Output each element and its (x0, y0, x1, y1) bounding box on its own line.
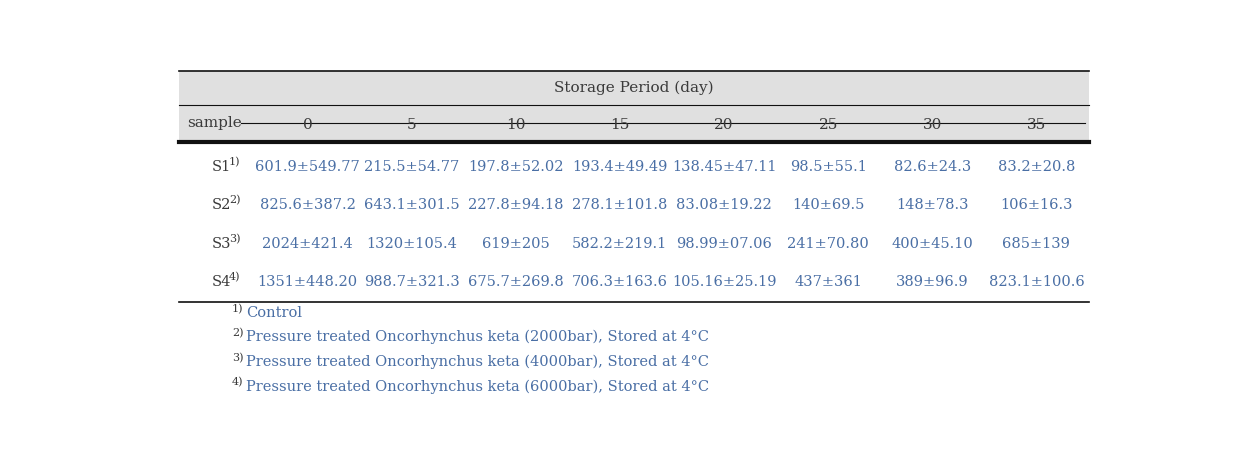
Text: 106±16.3: 106±16.3 (1001, 199, 1072, 212)
Text: 138.45±47.11: 138.45±47.11 (672, 160, 777, 174)
Text: 825.6±387.2: 825.6±387.2 (260, 199, 355, 212)
Text: 706.3±163.6: 706.3±163.6 (571, 275, 668, 290)
Text: S1: S1 (212, 160, 231, 174)
Text: 227.8±94.18: 227.8±94.18 (468, 199, 564, 212)
Bar (179, 71, 1089, 142)
Text: S2: S2 (212, 199, 231, 212)
Text: 98.5±55.1: 98.5±55.1 (789, 160, 867, 174)
Text: 83.08±19.22: 83.08±19.22 (677, 199, 772, 212)
Text: 30: 30 (923, 118, 943, 132)
Text: 15: 15 (610, 118, 630, 132)
Text: 82.6±24.3: 82.6±24.3 (893, 160, 971, 174)
Text: sample: sample (187, 116, 242, 130)
Text: Control: Control (246, 306, 302, 319)
Text: 148±78.3: 148±78.3 (896, 199, 969, 212)
Text: S4: S4 (212, 275, 231, 290)
Text: 389±96.9: 389±96.9 (896, 275, 969, 290)
Text: 437±361: 437±361 (794, 275, 862, 290)
Text: 601.9±549.77: 601.9±549.77 (255, 160, 360, 174)
Text: 140±69.5: 140±69.5 (792, 199, 865, 212)
Text: 25: 25 (819, 118, 837, 132)
Text: 1): 1) (233, 303, 244, 314)
Text: 193.4±49.49: 193.4±49.49 (573, 160, 668, 174)
Text: 582.2±219.1: 582.2±219.1 (573, 237, 668, 251)
Text: 988.7±321.3: 988.7±321.3 (364, 275, 459, 290)
Text: 105.16±25.19: 105.16±25.19 (672, 275, 777, 290)
Text: S3: S3 (212, 237, 231, 251)
Text: 2): 2) (229, 195, 240, 205)
Text: 2): 2) (233, 328, 244, 338)
Text: 0: 0 (303, 118, 312, 132)
Text: 83.2±20.8: 83.2±20.8 (998, 160, 1075, 174)
Text: 823.1±100.6: 823.1±100.6 (988, 275, 1085, 290)
Text: 5: 5 (407, 118, 417, 132)
Text: 619±205: 619±205 (482, 237, 549, 251)
Text: 643.1±301.5: 643.1±301.5 (364, 199, 459, 212)
Text: 241±70.80: 241±70.80 (787, 237, 870, 251)
Text: 215.5±54.77: 215.5±54.77 (364, 160, 459, 174)
Text: 4): 4) (233, 377, 244, 388)
Text: 1320±105.4: 1320±105.4 (366, 237, 456, 251)
Text: Pressure treated Oncorhynchus keta (2000bar), Stored at 4°C: Pressure treated Oncorhynchus keta (2000… (246, 330, 709, 344)
Text: 4): 4) (229, 272, 240, 282)
Text: 3): 3) (229, 233, 240, 244)
Text: 197.8±52.02: 197.8±52.02 (468, 160, 564, 174)
Text: 278.1±101.8: 278.1±101.8 (573, 199, 668, 212)
Text: Pressure treated Oncorhynchus keta (4000bar), Stored at 4°C: Pressure treated Oncorhynchus keta (4000… (246, 355, 709, 369)
Text: 10: 10 (506, 118, 526, 132)
Text: 685±139: 685±139 (1002, 237, 1070, 251)
Text: Storage Period (day): Storage Period (day) (554, 81, 714, 95)
Text: 3): 3) (233, 353, 244, 363)
Text: 20: 20 (714, 118, 734, 132)
Text: 2024±421.4: 2024±421.4 (262, 237, 353, 251)
Text: Pressure treated Oncorhynchus keta (6000bar), Stored at 4°C: Pressure treated Oncorhynchus keta (6000… (246, 379, 709, 393)
Text: 98.99±07.06: 98.99±07.06 (677, 237, 772, 251)
Text: 400±45.10: 400±45.10 (892, 237, 974, 251)
Text: 35: 35 (1027, 118, 1047, 132)
Text: 1351±448.20: 1351±448.20 (257, 275, 357, 290)
Text: 1): 1) (229, 156, 240, 167)
Text: 675.7±269.8: 675.7±269.8 (468, 275, 564, 290)
